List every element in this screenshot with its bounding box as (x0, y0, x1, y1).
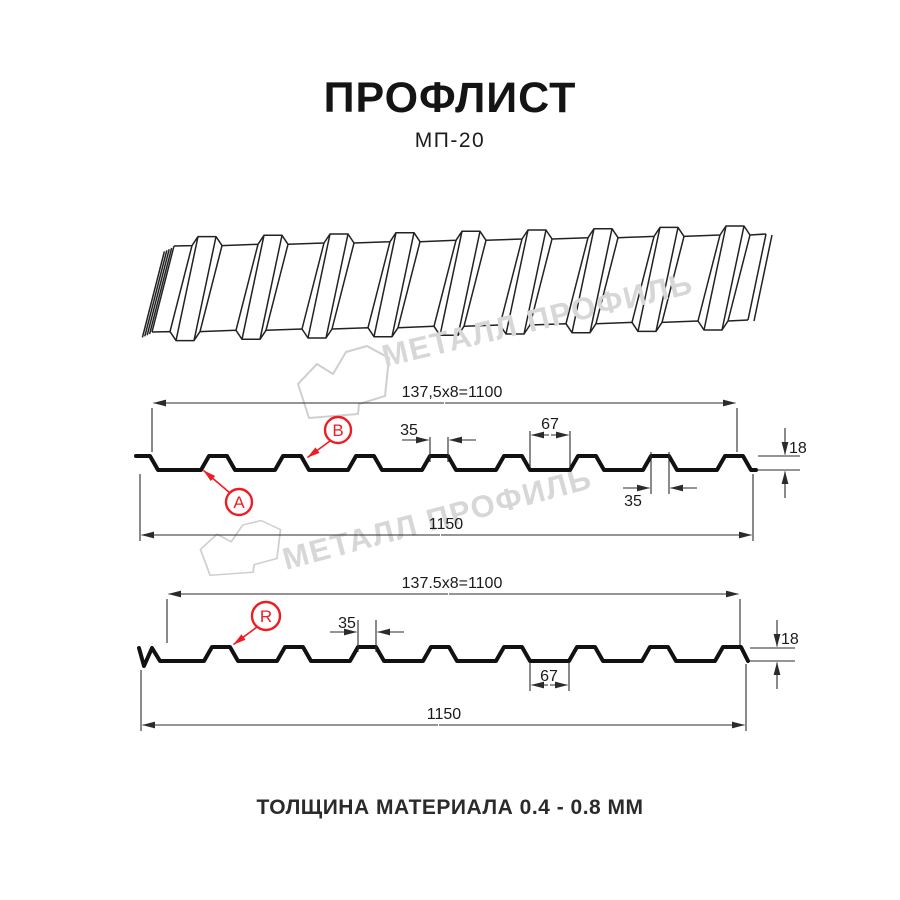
dimension-module-width: 137,5x8=1100 (151, 384, 738, 452)
dimension-valley-width: 67 (529, 663, 570, 691)
cut-edge-hatch-line (141, 251, 166, 338)
rib-wall-line (193, 236, 217, 341)
sheet-front-edge (151, 319, 749, 342)
cut-edge-hatch-line (146, 249, 170, 336)
rib-wall-line (631, 236, 655, 323)
metal-profile-logo-icon (199, 519, 282, 576)
rib-wall-line (397, 241, 421, 328)
rib-wall-line (373, 232, 397, 337)
rib-wall-line (439, 231, 463, 336)
dimension-label: 18 (781, 631, 799, 648)
rib-wall-line (457, 231, 481, 336)
rib-wall-line (331, 242, 355, 330)
rib-wall-line (595, 237, 619, 324)
watermark-lower: МЕТАЛЛ ПРОФИЛЬ (199, 460, 596, 577)
profile-outline (134, 454, 758, 472)
rib-wall-line (391, 232, 415, 337)
rib-wall-line (505, 229, 529, 335)
rib-wall-line (265, 244, 289, 331)
dimension-overall-width: 1150 (140, 664, 747, 731)
dimension-label: 137.5x8=1100 (402, 575, 503, 592)
cross-section-top: 137,5x8=1100 35 67 (134, 384, 807, 541)
rib-wall-line (589, 228, 613, 333)
rib-wall-line (259, 235, 283, 340)
marker-r: R (233, 600, 282, 646)
sheet-back-edge (173, 225, 767, 247)
sheet-right-edge-thickness (753, 234, 773, 322)
rib-wall-line (571, 228, 595, 333)
rib-wall-line (499, 238, 523, 326)
marker-r-label: R (260, 607, 272, 626)
rib-wall-line (307, 233, 331, 339)
profile-outline (137, 645, 750, 668)
dimension-label: 35 (338, 615, 356, 632)
rib-wall-line (301, 242, 325, 330)
dimension-height: 18 (750, 620, 799, 689)
rib-wall-line (529, 238, 553, 326)
rib-wall-line (661, 236, 685, 323)
dimension-overall-width: 1150 (139, 474, 754, 541)
rib-wall-line (721, 225, 745, 331)
rib-wall-line (169, 245, 193, 332)
dimension-label: 137,5x8=1100 (402, 384, 503, 401)
dimension-label: 35 (624, 493, 642, 510)
rib-wall-line (565, 237, 589, 324)
sheet-3d-perspective-drawing (141, 225, 773, 342)
watermark-brand-text: МЕТАЛЛ ПРОФИЛЬ (378, 265, 696, 373)
sheet-left-edge (151, 245, 175, 333)
cross-section-bottom: 137.5x8=1100 35 67 (137, 575, 799, 731)
rib-wall-line (703, 225, 727, 331)
dimension-rib-top-width: 35 (400, 422, 476, 462)
dimension-valley-width: 67 (529, 416, 571, 468)
dimension-height: 18 (758, 428, 807, 498)
rib-wall-line (199, 245, 223, 332)
dimension-module-width: 137.5x8=1100 (166, 575, 741, 645)
page-title: ПРОФЛИСТ (323, 74, 577, 122)
page-subtitle: МП-20 (414, 129, 486, 152)
dimension-rib-width-lower: 35 (623, 452, 697, 510)
cut-edge-hatch-line (148, 247, 173, 335)
rib-wall-line (175, 236, 199, 341)
rib-wall-line (655, 227, 679, 332)
dimension-label: 35 (400, 422, 418, 439)
dimension-rib-top-width: 35 (330, 615, 404, 652)
dimension-label: 67 (540, 668, 558, 685)
material-thickness-note: ТОЛЩИНА МАТЕРИАЛА 0.4 - 0.8 ММ (256, 796, 644, 819)
dimension-label: 67 (541, 416, 559, 433)
rib-wall-line (697, 234, 721, 322)
dimension-label: 18 (789, 440, 807, 457)
metal-profile-logo-icon (297, 345, 390, 419)
rib-wall-line (727, 234, 751, 322)
marker-b: B (307, 415, 353, 459)
rib-wall-line (523, 229, 547, 335)
rib-wall-line (367, 241, 391, 328)
marker-a-label: A (233, 493, 245, 512)
dimension-label: 1150 (429, 516, 464, 533)
cut-edge-hatch-line (144, 250, 168, 337)
rib-wall-line (433, 240, 457, 327)
rib-wall-line (637, 227, 661, 332)
rib-wall-line (235, 244, 259, 331)
rib-wall-line (241, 235, 265, 340)
dimension-label: 1150 (427, 706, 462, 723)
marker-b-label: B (332, 421, 343, 440)
sheet-right-edge (747, 233, 767, 321)
rib-wall-line (325, 233, 349, 339)
rib-wall-line (463, 240, 487, 327)
marker-a: A (202, 469, 254, 517)
